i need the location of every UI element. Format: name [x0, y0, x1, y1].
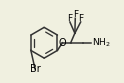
Text: F: F: [78, 14, 83, 23]
Text: F: F: [67, 14, 72, 23]
Text: Br: Br: [30, 64, 40, 74]
Text: NH$_2$: NH$_2$: [92, 37, 111, 49]
Text: O: O: [59, 38, 66, 48]
Text: F: F: [73, 10, 78, 19]
